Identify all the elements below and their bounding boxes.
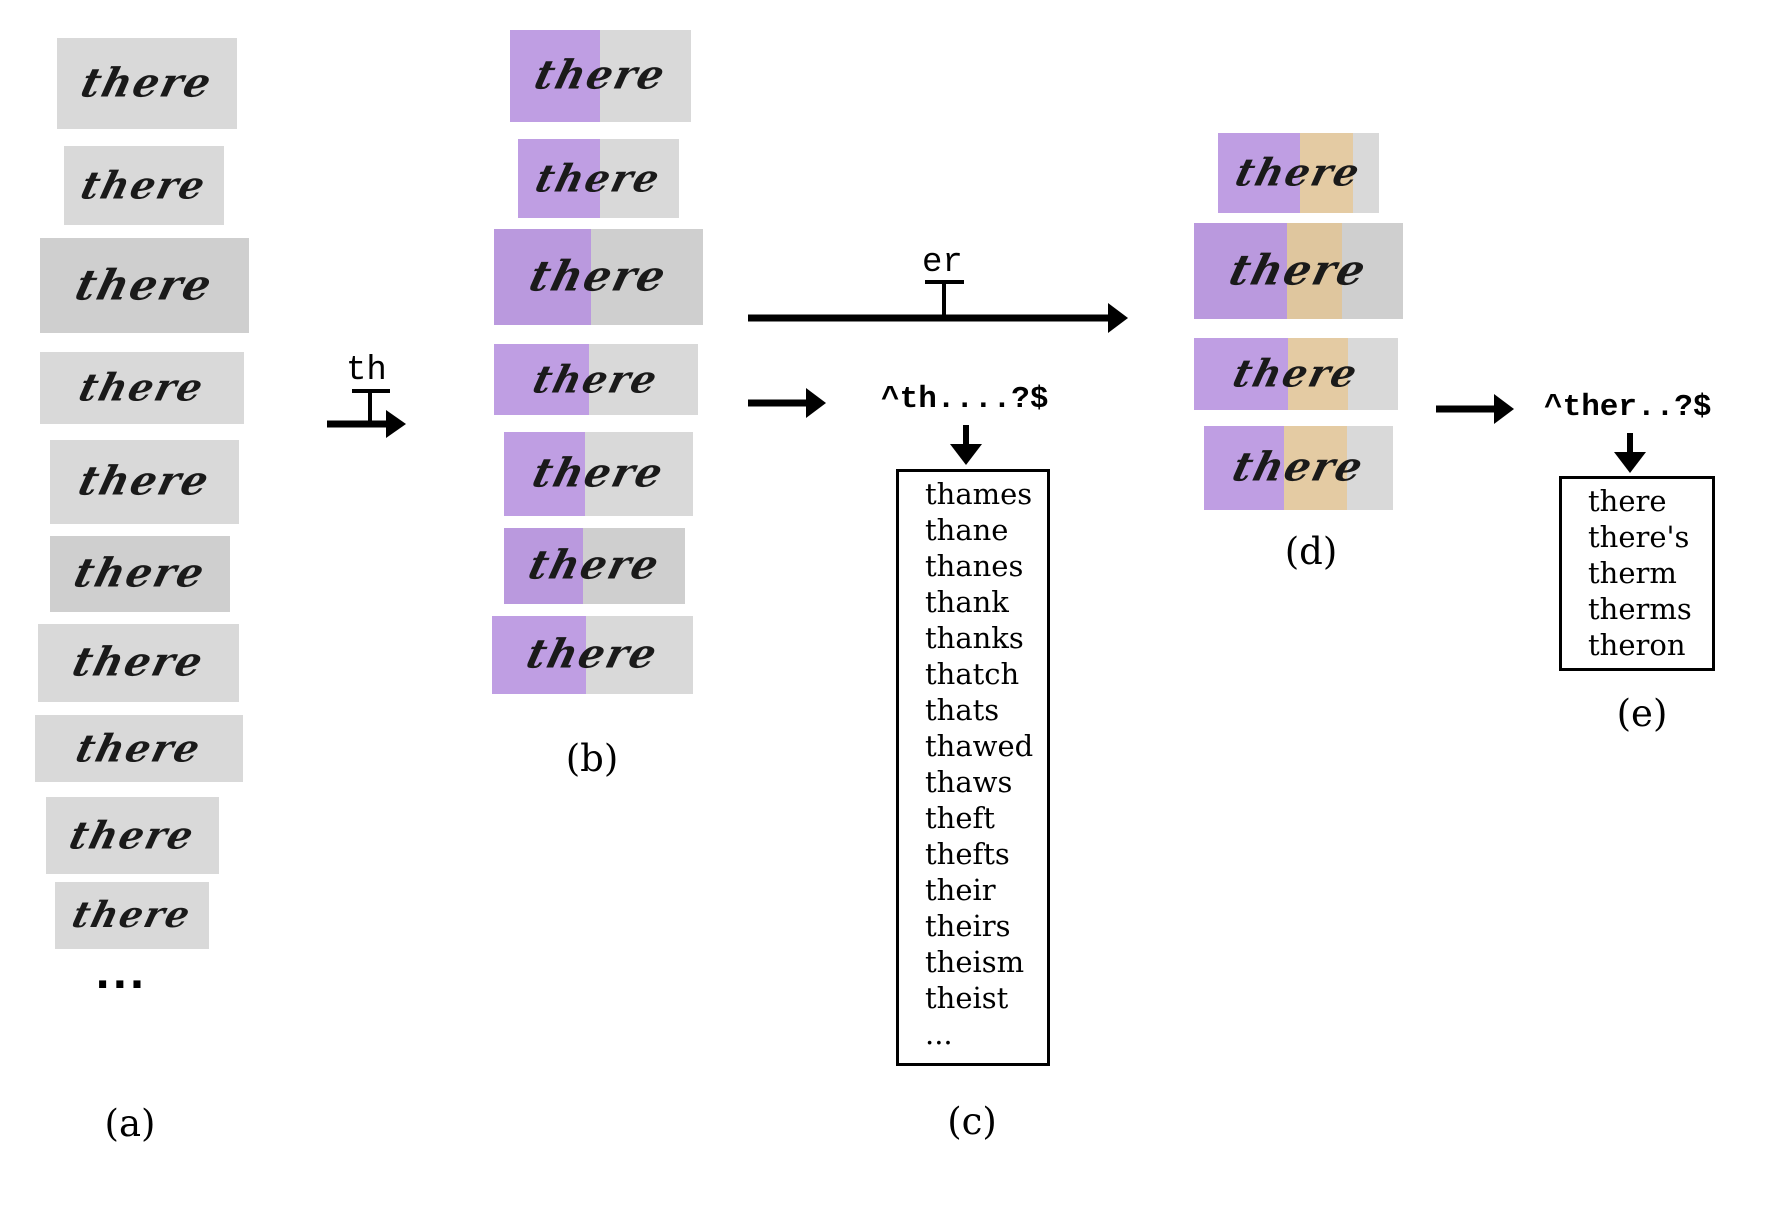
list-c-candidate: ... — [925, 1017, 953, 1051]
list-c-candidate: thanks — [925, 621, 1024, 655]
word-crop-a-8: there — [35, 715, 243, 782]
word-crop-a-7: there — [38, 624, 239, 702]
list-c-candidate: thatch — [925, 657, 1020, 691]
list-c-candidate: thaws — [925, 765, 1013, 799]
word-crop-d-3: there — [1194, 338, 1398, 410]
list-c-candidate: theft — [925, 801, 995, 835]
word-crop-b-7: there — [492, 616, 693, 694]
arrow-to-regex-e — [1436, 394, 1514, 424]
infix-label-er: er — [922, 244, 963, 282]
list-c-candidate: thank — [925, 585, 1009, 619]
list-c-candidate: thames — [925, 477, 1033, 511]
word-crop-b-4: there — [494, 344, 698, 415]
word-crop-a-4: there — [40, 352, 244, 424]
list-e-candidate: therms — [1588, 592, 1692, 626]
list-c-candidate: theism — [925, 945, 1025, 979]
panel-label-d: (d) — [1284, 530, 1338, 573]
down-arrow-c-icon — [950, 425, 982, 465]
list-c-candidate: thats — [925, 693, 1000, 727]
regex-e: ^ther..?$ — [1544, 390, 1712, 425]
list-e-candidate: there — [1588, 484, 1667, 518]
word-crop-d-1: there — [1218, 133, 1379, 213]
word-crop-d-2: there — [1194, 223, 1403, 319]
list-c-candidate: thanes — [925, 549, 1024, 583]
down-arrow-e-icon — [1614, 433, 1646, 473]
list-e-candidate: theron — [1588, 628, 1686, 662]
list-c-candidate: thawed — [925, 729, 1034, 763]
prefix-label-th: th — [346, 352, 387, 390]
panel-label-c: (c) — [947, 1100, 997, 1143]
word-crop-a-10: there — [55, 882, 209, 949]
list-c-candidate: thefts — [925, 837, 1010, 871]
word-crop-a-2: there — [64, 146, 224, 225]
panel-label-e: (e) — [1616, 692, 1668, 735]
list-e-candidate: therm — [1588, 556, 1677, 590]
ellipsis-a: ... — [95, 952, 147, 998]
word-crop-b-1: there — [510, 30, 691, 122]
list-c-candidate: theist — [925, 981, 1009, 1015]
prefix-arrow-icon — [327, 389, 406, 438]
list-e-candidate: there's — [1588, 520, 1690, 554]
panel-label-b: (b) — [565, 737, 619, 780]
regex-c: ^th....?$ — [881, 382, 1049, 417]
word-crop-a-6: there — [50, 536, 230, 612]
infix-arrow-icon — [748, 280, 1128, 333]
word-crop-b-5: there — [504, 432, 693, 516]
list-c-candidate: their — [925, 873, 996, 907]
word-crop-b-3: there — [494, 229, 703, 325]
arrow-to-regex-c — [748, 388, 826, 418]
word-crop-a-9: there — [46, 797, 219, 874]
word-crop-a-5: there — [50, 440, 239, 524]
word-crop-a-3: there — [40, 238, 249, 333]
word-crop-d-4: there — [1204, 426, 1393, 510]
candidate-list-c: thames thane thanes thank thanks thatch thats t… — [896, 469, 1050, 1066]
list-c-candidate: theirs — [925, 909, 1011, 943]
candidate-list-e: there there's therm therms theron — [1559, 476, 1715, 671]
list-c-candidate: thane — [925, 513, 1009, 547]
word-crop-b-6: there — [504, 528, 685, 604]
word-crop-b-2: there — [518, 139, 679, 218]
word-crop-a-1: there — [57, 38, 237, 129]
panel-label-a: (a) — [104, 1102, 156, 1145]
